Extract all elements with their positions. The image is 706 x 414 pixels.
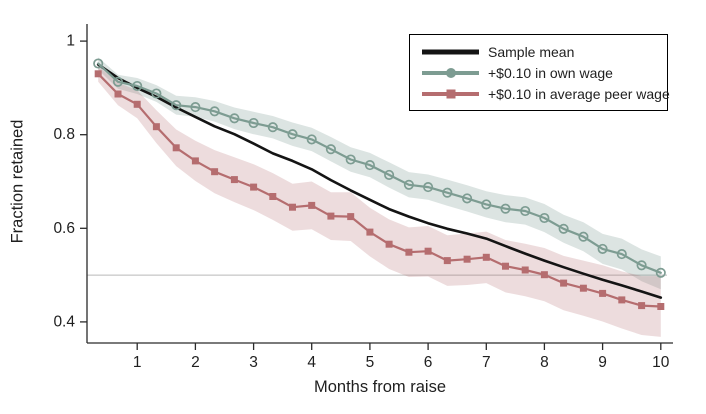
0-10-in-own-wage-marker <box>616 249 627 260</box>
circle-marker-icon <box>422 66 479 80</box>
0-10-in-own-wage-marker <box>655 267 666 278</box>
0-10-in-average-peer-wage-marker <box>502 262 509 270</box>
x-tick-label: 5 <box>366 354 375 371</box>
x-tick-label: 1 <box>133 354 142 371</box>
0-10-in-own-wage-marker <box>248 117 259 129</box>
0-10-in-own-wage-marker <box>423 182 434 193</box>
x-tick-label: 3 <box>249 354 258 371</box>
0-10-in-own-wage-marker <box>267 122 278 133</box>
y-tick-label: 0.6 <box>53 220 75 237</box>
0-10-in-average-peer-wage-marker <box>463 255 471 263</box>
0-10-in-own-wage-marker <box>597 243 608 254</box>
0-10-in-average-peer-wage-marker <box>114 90 122 98</box>
0-10-in-average-peer-wage-marker <box>172 144 180 152</box>
0-10-in-own-wage-confidence-band <box>98 57 661 290</box>
0-10-in-own-wage-marker <box>229 113 240 124</box>
0-10-in-average-peer-wage-marker <box>289 203 296 211</box>
sample-mean-line <box>96 63 663 299</box>
0-10-in-own-wage-marker <box>306 134 317 145</box>
0-10-in-own-wage-marker <box>132 80 143 92</box>
0-10-in-average-peer-wage-marker <box>308 201 316 209</box>
legend: Sample mean +$0.10 in own wage +$0.10 in… <box>409 34 670 111</box>
x-tick-label: 7 <box>482 354 491 371</box>
x-axis-title: Months from raise <box>313 378 447 396</box>
0-10-in-average-peer-wage-marker <box>152 123 160 131</box>
y-tick-label: 1 <box>66 33 75 50</box>
0-10-in-own-wage-marker <box>462 193 473 204</box>
0-10-in-average-peer-wage-marker <box>250 183 258 191</box>
0-10-in-average-peer-wage-marker <box>327 212 335 220</box>
0-10-in-average-peer-wage-marker <box>443 257 451 265</box>
x-tick-label: 8 <box>540 354 549 371</box>
x-tick-label: 6 <box>424 354 433 371</box>
line-swatch-icon <box>422 45 479 59</box>
0-10-in-own-wage-marker <box>151 88 162 99</box>
0-10-in-own-wage-marker <box>190 102 201 113</box>
0-10-in-own-wage-marker <box>209 106 220 117</box>
0-10-in-average-peer-wage-marker <box>424 247 432 255</box>
0-10-in-average-peer-wage-marker <box>560 279 568 287</box>
0-10-in-average-peer-wage-marker <box>540 271 548 279</box>
0-10-in-own-wage-marker <box>325 144 336 155</box>
0-10-in-average-peer-wage-marker <box>638 302 646 310</box>
legend-label-sample-mean: Sample mean <box>488 44 575 60</box>
x-tick-label: 4 <box>307 354 316 371</box>
0-10-in-own-wage-marker <box>520 205 531 217</box>
legend-item-sample-mean: Sample mean <box>422 42 657 62</box>
y-tick-label: 0.4 <box>53 313 75 330</box>
0-10-in-own-wage-marker <box>578 231 589 242</box>
0-10-in-average-peer-wage-marker <box>211 168 219 176</box>
0-10-in-average-peer-wage-marker <box>405 248 413 256</box>
0-10-in-average-peer-wage-marker <box>618 296 626 304</box>
0-10-in-average-peer-wage-marker <box>133 100 141 108</box>
0-10-in-own-wage-marker <box>384 169 395 180</box>
0-10-in-own-wage-marker <box>171 100 182 111</box>
0-10-in-average-peer-wage-marker <box>269 193 277 200</box>
0-10-in-average-peer-wage-marker <box>482 253 490 261</box>
0-10-in-own-wage-marker <box>558 223 569 234</box>
0-10-in-own-wage-marker <box>364 160 375 171</box>
0-10-in-own-wage-marker <box>403 179 414 190</box>
legend-item-own-wage: +$0.10 in own wage <box>422 63 657 83</box>
0-10-in-own-wage-marker <box>539 212 550 224</box>
y-tick-label: 0.8 <box>53 126 75 143</box>
0-10-in-average-peer-wage-marker <box>230 176 238 184</box>
0-10-in-average-peer-wage-marker <box>521 266 529 274</box>
0-10-in-own-wage-marker <box>93 58 104 69</box>
0-10-in-average-peer-wage-marker <box>657 303 665 310</box>
x-tick-label: 9 <box>598 354 607 371</box>
0-10-in-own-wage-marker <box>636 260 647 271</box>
0-10-in-average-peer-wage-marker <box>94 70 102 78</box>
0-10-in-own-wage-marker <box>112 76 124 87</box>
legend-label-own-wage: +$0.10 in own wage <box>488 65 613 81</box>
0-10-in-average-peer-wage-marker <box>599 289 607 297</box>
x-tick-label: 2 <box>191 354 200 371</box>
0-10-in-average-peer-wage-marker <box>191 157 199 165</box>
0-10-in-own-wage-marker <box>442 187 453 198</box>
x-tick-label: 10 <box>652 354 670 371</box>
legend-item-peer-wage: +$0.10 in average peer wage <box>422 84 670 104</box>
0-10-in-own-wage-marker <box>500 203 511 214</box>
0-10-in-average-peer-wage-marker <box>385 240 393 248</box>
square-marker-icon <box>422 87 479 101</box>
0-10-in-own-wage-marker <box>287 129 298 140</box>
0-10-in-average-peer-wage-marker <box>347 213 355 221</box>
0-10-in-own-wage-marker <box>481 199 492 210</box>
0-10-in-average-peer-wage-marker <box>579 284 587 292</box>
0-10-in-average-peer-wage-marker <box>366 228 374 236</box>
legend-label-peer-wage: +$0.10 in average peer wage <box>488 86 670 102</box>
y-axis-title: Fraction retained <box>8 119 27 244</box>
0-10-in-own-wage-marker <box>345 154 356 165</box>
